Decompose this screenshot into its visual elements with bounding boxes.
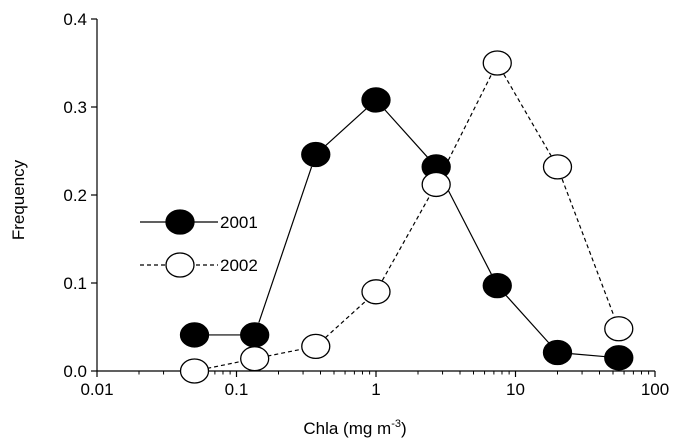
legend-label-2001: 2001 — [220, 213, 258, 232]
series-2002-point-7 — [604, 316, 634, 342]
axes — [96, 19, 655, 372]
series-2002-segment-1 — [267, 348, 304, 357]
x-axis-title-main: Chla (mg m — [303, 419, 391, 438]
series-2001-segment-1 — [258, 166, 313, 323]
x-axis-title-superscript: -3 — [391, 418, 401, 430]
y-tick-label-3: 0.3 — [63, 98, 87, 117]
x-tick-label-3: 10 — [506, 380, 525, 399]
series-2001-point-6 — [542, 339, 573, 366]
y-tick-label-4: 0.4 — [63, 10, 87, 29]
series-2001-segment-3 — [384, 109, 428, 158]
series-2001-segment-2 — [324, 108, 367, 147]
legend-marker-2002 — [165, 252, 195, 278]
x-tick-label-2: 1 — [371, 380, 380, 399]
series-2002-point-1 — [240, 346, 270, 372]
series-2001-point-3 — [361, 87, 391, 113]
x-axis-title: Chla (mg m-3) — [303, 418, 406, 438]
series-2002-point-4 — [421, 171, 451, 198]
series-2001-point-1 — [240, 322, 270, 348]
legend-label-2002: 2002 — [220, 256, 258, 275]
series-2002-point-0 — [179, 358, 210, 384]
series-2001-point-0 — [179, 322, 210, 348]
ticks: 0.0 0.1 0.2 0.3 0.4 0.01 0.1 1 10 100 — [63, 10, 669, 399]
legend: 2001 2002 — [140, 209, 258, 278]
series-2002-segment-0 — [207, 360, 243, 369]
legend-marker-2001 — [165, 209, 195, 235]
x-tick-label-4: 100 — [641, 380, 669, 399]
series-2002-segment-5 — [503, 73, 552, 156]
y-tick-label-2: 0.2 — [63, 186, 87, 205]
y-tick-label-1: 0.1 — [63, 274, 87, 293]
series-2001-point-2 — [301, 141, 331, 168]
x-tick-label-0: 0.01 — [80, 380, 113, 399]
series-2001-point-7 — [604, 345, 634, 371]
series-2002-segment-6 — [561, 178, 615, 317]
x-axis-title-close: ) — [401, 419, 407, 438]
series-2001-segment-4 — [441, 178, 492, 275]
y-axis-title: Frequency — [9, 159, 28, 240]
series-2002-point-6 — [542, 154, 573, 180]
series-layer — [179, 50, 634, 384]
series-2002-segment-3 — [381, 195, 431, 281]
series-2002-point-5 — [482, 50, 512, 76]
series-2001-segment-6 — [570, 353, 606, 358]
series-2001-segment-5 — [505, 294, 550, 344]
series-2002-point-3 — [361, 279, 391, 305]
x-tick-label-1: 0.1 — [225, 380, 249, 399]
y-tick-label-0: 0.0 — [63, 362, 87, 381]
series-2002-segment-4 — [441, 74, 492, 174]
series-2002-segment-2 — [324, 300, 367, 339]
series-2001-point-5 — [482, 272, 512, 299]
series-2002-point-2 — [301, 333, 331, 360]
